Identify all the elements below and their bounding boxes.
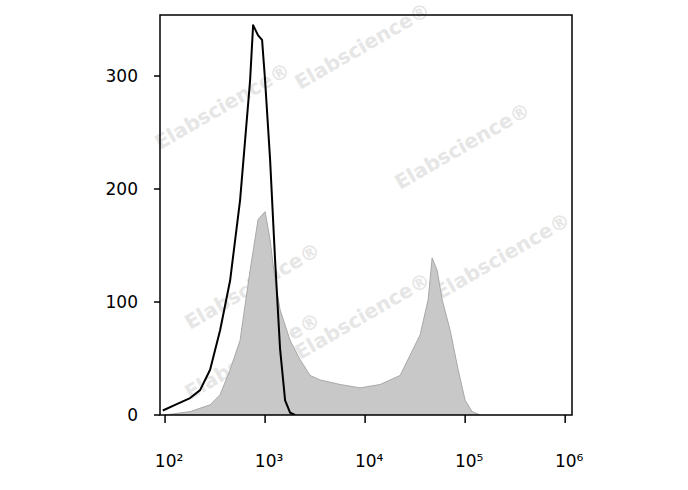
plot-area [163,25,480,415]
y-tick [154,188,160,190]
watermarks: Elabscience®Elabscience®Elabscience®Elab… [151,0,575,404]
x-tick [264,415,266,423]
y-tick [154,301,160,303]
y-tick-label: 0 [127,405,138,425]
y-tick-label: 100 [106,292,138,312]
plot-frame [160,15,572,415]
x-tick [364,415,366,423]
watermark: Elabscience® [391,97,535,194]
x-tick-label: 10⁶ [555,451,584,471]
x-tick-label: 10² [155,451,183,471]
y-tick-label: 300 [106,66,138,86]
watermark: Elabscience® [291,0,435,94]
histogram-line [163,25,295,415]
chart: Elabscience®Elabscience®Elabscience®Elab… [0,0,688,490]
x-tick-label: 10⁵ [455,451,483,471]
y-axis: 0 100 200 300 [106,66,160,425]
x-tick-label: 10³ [255,451,283,471]
x-tick-label: 10⁴ [355,451,384,471]
y-tick-label: 200 [106,179,138,199]
watermark: Elabscience® [151,57,295,154]
x-tick [464,415,466,423]
x-axis: 10² 10³ 10⁴ 10⁵ 10⁶ [155,415,584,471]
x-tick [564,415,566,423]
x-tick [164,415,166,423]
histogram-area [165,212,480,415]
y-tick [154,75,160,77]
watermark: Elabscience® [431,207,575,304]
y-tick [154,414,160,416]
